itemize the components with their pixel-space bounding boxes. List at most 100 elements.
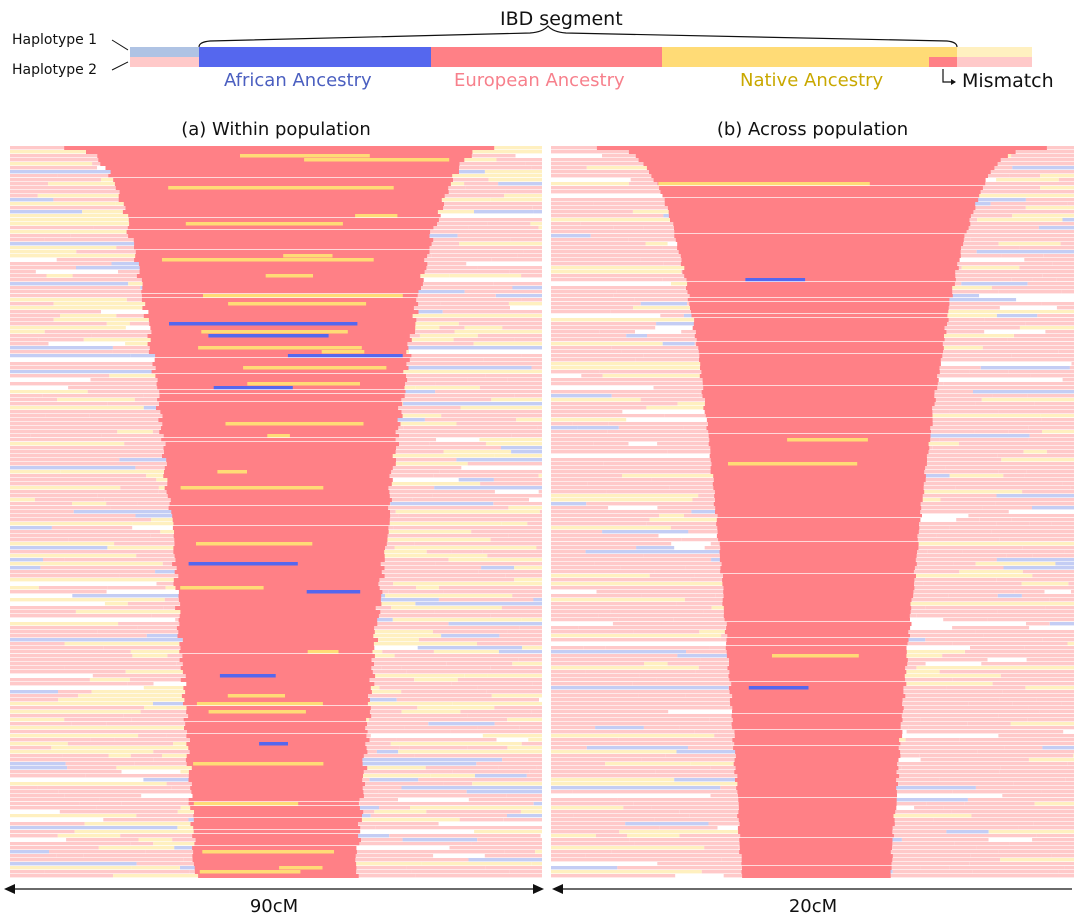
ibd-core-segment xyxy=(716,518,921,522)
haplotype-row-segment xyxy=(602,374,709,378)
african-ancestry-label: African Ancestry xyxy=(224,70,372,91)
panel-b-scale-arrow xyxy=(552,884,1072,894)
haplotype-row-segment xyxy=(136,862,207,866)
haplotype-row-segment xyxy=(370,370,535,374)
haplotype-row-segment xyxy=(415,874,542,878)
haplotype-row-segment xyxy=(1069,366,1074,370)
haplotype-row-segment xyxy=(892,670,940,674)
haplotype-row-segment xyxy=(551,558,712,562)
haplotype-row-segment xyxy=(10,298,127,302)
haplotype-row-segment xyxy=(10,162,93,166)
haplotype-row-segment xyxy=(551,166,587,170)
haplotype-row-segment xyxy=(551,726,596,730)
haplotype-row-segment xyxy=(10,514,136,518)
haplotype-row-segment xyxy=(408,270,510,274)
haplotype-row-segment xyxy=(130,754,162,758)
haplotype-row-segment xyxy=(551,814,574,818)
ibd-core-segment xyxy=(694,318,949,322)
haplotype-row-segment xyxy=(108,754,131,758)
haplotype-row-segment xyxy=(485,866,542,870)
ibd-segment-label: IBD segment xyxy=(500,8,623,30)
haplotype-row-segment xyxy=(876,462,1005,466)
haplotype-row-segment xyxy=(641,594,716,598)
haplotype-row-segment xyxy=(433,854,485,858)
ibd-core-segment xyxy=(715,498,923,502)
row-separator xyxy=(551,281,1074,282)
ibd-core-segment xyxy=(719,558,916,562)
haplotype-row-segment xyxy=(1062,482,1074,486)
ibd-core-segment xyxy=(681,258,960,262)
haplotype-row-segment xyxy=(40,566,110,570)
ibd-insert-segment xyxy=(227,694,285,698)
haplotype-row-segment xyxy=(526,774,542,778)
haplotype-row-segment xyxy=(79,802,122,806)
haplotype-row-segment xyxy=(494,722,542,726)
haplotype-row-segment xyxy=(352,690,402,694)
haplotype-row-segment xyxy=(493,502,538,506)
haplotype-row-segment xyxy=(504,194,542,198)
haplotype-row-segment xyxy=(486,690,542,694)
haplotype-row-segment xyxy=(983,634,1044,638)
ibd-insert-segment xyxy=(265,274,313,278)
haplotype-row-segment xyxy=(952,642,1068,646)
haplotype-row-segment xyxy=(10,502,72,506)
haplotype-row-segment xyxy=(1044,874,1074,878)
ibd-core-segment xyxy=(699,374,938,378)
haplotype-row-segment xyxy=(477,726,520,730)
haplotype-row-segment xyxy=(10,550,190,554)
haplotype-row-segment xyxy=(1064,866,1074,870)
haplotype-row-segment xyxy=(530,222,542,226)
haplotype-row-segment xyxy=(104,602,128,606)
haplotype-row-segment xyxy=(891,362,1072,366)
haplotype-row-segment xyxy=(58,698,191,702)
haplotype-row-segment xyxy=(551,390,577,394)
ibd-core-segment xyxy=(651,174,988,178)
haplotype-row-segment xyxy=(551,310,611,314)
haplotype-row-segment xyxy=(905,602,1074,606)
haplotype-row-segment xyxy=(491,694,542,698)
haplotype-row-segment xyxy=(551,210,633,214)
haplotype-row-segment xyxy=(426,810,521,814)
haplotype-row-segment xyxy=(64,794,142,798)
haplotype-row-segment xyxy=(551,754,666,758)
haplotype-row-segment xyxy=(977,750,1074,754)
haplotype-row-segment xyxy=(987,618,1074,622)
haplotype-row-segment xyxy=(10,638,183,642)
haplotype-row-segment xyxy=(694,574,742,578)
haplotype-row-segment xyxy=(892,374,1031,378)
haplotype-row-segment xyxy=(508,302,542,306)
ibd-core-segment xyxy=(190,822,358,826)
haplotype-row-segment xyxy=(10,790,59,794)
haplotype-row-segment xyxy=(10,698,59,702)
haplotype-row-segment xyxy=(551,566,621,570)
haplotype-row-segment xyxy=(402,838,478,842)
haplotype-row-segment xyxy=(967,198,1026,202)
haplotype-row-segment xyxy=(583,646,606,650)
ibd-core-segment xyxy=(148,310,419,314)
haplotype-row-segment xyxy=(415,386,480,390)
haplotype-row-segment xyxy=(969,862,1074,866)
haplotype-row-segment xyxy=(551,386,654,390)
haplotype-row-segment xyxy=(551,162,716,166)
haplotype-row-segment xyxy=(596,590,766,594)
haplotype-row-segment xyxy=(587,482,728,486)
haplotype-row-segment xyxy=(63,662,177,666)
haplotype-row-segment xyxy=(673,782,770,786)
haplotype-row-segment xyxy=(502,758,542,762)
haplotype-row-segment xyxy=(635,330,682,334)
ibd-core-segment xyxy=(705,414,933,418)
haplotype-row-segment xyxy=(951,810,1074,814)
ibd-core-segment xyxy=(105,166,459,170)
haplotype-row-segment xyxy=(576,254,718,258)
haplotype-row-segment xyxy=(881,698,1000,702)
ibd-core-segment xyxy=(680,262,958,266)
haplotype-row-segment xyxy=(10,746,52,750)
ibd-core-segment xyxy=(193,814,362,818)
haplotype-row-segment xyxy=(10,458,120,462)
haplotype-row-segment xyxy=(952,678,1074,682)
ibd-core-segment xyxy=(188,714,372,718)
haplotype-row-segment xyxy=(1011,518,1051,522)
ibd-core-segment xyxy=(698,350,943,354)
haplotype-row-segment xyxy=(626,334,647,338)
ibd-core-segment xyxy=(709,454,927,458)
